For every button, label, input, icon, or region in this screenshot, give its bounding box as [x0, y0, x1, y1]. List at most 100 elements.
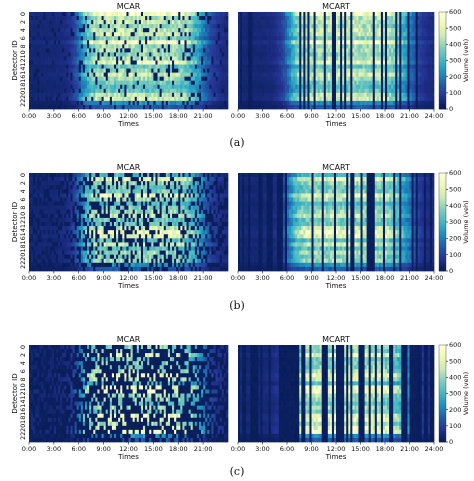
heatmap-cell [196, 52, 200, 57]
heatmap-cell [348, 52, 351, 57]
heatmap-cell [143, 88, 146, 94]
heatmap-cell [323, 32, 327, 37]
heatmap-cell [342, 24, 345, 29]
heatmap-cell [397, 80, 400, 86]
heatmap-cell [352, 88, 355, 94]
heatmap-cell [64, 173, 67, 178]
heatmap-cell [143, 52, 146, 57]
heatmap-cell [380, 32, 384, 37]
heatmap-cell [429, 92, 433, 98]
heatmap-cell [74, 80, 78, 86]
heatmap-cell [370, 20, 374, 25]
heatmap-cell [180, 104, 183, 110]
heatmap-cell [159, 48, 163, 53]
heatmap-cell [93, 84, 96, 90]
heatmap-cell [118, 52, 121, 57]
heatmap-cell [113, 84, 117, 90]
heatmap-cell [105, 177, 109, 182]
heatmap-cell [60, 68, 63, 73]
heatmap-cell [311, 104, 314, 110]
heatmap-cell [97, 68, 100, 73]
heatmap-cell [274, 88, 278, 94]
heatmap-cell [174, 16, 177, 21]
heatmap-cell [132, 48, 136, 53]
heatmap-cell [352, 24, 355, 29]
heatmap-cell [415, 48, 419, 53]
heatmap-cell [124, 92, 127, 98]
heatmap-cell [157, 76, 160, 82]
heatmap-cell [395, 56, 398, 61]
heatmap-cell [321, 76, 325, 82]
heatmap-cell [272, 60, 276, 65]
heatmap-cell [132, 12, 136, 17]
heatmap-cell [82, 24, 86, 29]
heatmap-cell [417, 24, 421, 29]
heatmap-cell [372, 56, 376, 61]
heatmap-cell [260, 72, 263, 78]
heatmap-cell [344, 56, 347, 61]
heatmap-cell [252, 32, 255, 37]
heatmap-cell [303, 60, 306, 65]
heatmap-cell [176, 44, 179, 49]
heatmap-cell [223, 32, 227, 37]
heatmap-cell [411, 52, 414, 57]
heatmap-cell [291, 32, 294, 37]
heatmap-cell [196, 40, 200, 45]
heatmap-cell [338, 24, 341, 29]
heatmap-cell [84, 72, 88, 78]
heatmap-cell [254, 100, 257, 106]
heatmap-cell [417, 96, 421, 102]
heatmap-cell [43, 64, 46, 69]
heatmap-cell [244, 96, 247, 102]
heatmap-cell [51, 68, 55, 73]
heatmap-cell [97, 92, 100, 98]
heatmap-cell [411, 16, 414, 21]
heatmap-cell [111, 44, 115, 49]
heatmap-cell [311, 40, 314, 45]
heatmap-cell [87, 40, 90, 45]
heatmap-cell [74, 36, 78, 41]
heatmap-cell [122, 12, 125, 17]
heatmap-cell [124, 80, 127, 86]
heatmap-cell [172, 20, 175, 25]
heatmap-cell [387, 52, 390, 57]
heatmap-cell [429, 32, 433, 37]
heatmap-cell [105, 104, 109, 110]
heatmap-cell [153, 92, 156, 98]
heatmap-cell [344, 28, 347, 33]
heatmap-cell [372, 76, 376, 82]
heatmap-cell [103, 40, 107, 45]
heatmap-cell [153, 88, 156, 94]
heatmap-cells [29, 173, 229, 272]
heatmap-cell [35, 56, 38, 61]
heatmap-cell [405, 76, 408, 82]
heatmap-cell [246, 48, 249, 53]
heatmap-cell [215, 76, 218, 82]
heatmap-cell [118, 173, 121, 178]
heatmap-cell [33, 177, 36, 182]
heatmap-cell [327, 80, 331, 86]
heatmap-cell [128, 56, 131, 61]
heatmap-cell [109, 96, 113, 102]
heatmap-cell [130, 24, 133, 29]
heatmap-cell [317, 76, 321, 82]
heatmap-cell [329, 88, 333, 94]
heatmap-cell [203, 40, 206, 45]
heatmap-cell [370, 104, 374, 110]
heatmap-cell [198, 68, 202, 73]
heatmap-cell [276, 104, 280, 110]
heatmap-cell [169, 36, 173, 41]
heatmap-cell [325, 48, 329, 53]
heatmap-cell [313, 80, 316, 86]
heatmap-cell [172, 60, 175, 65]
heatmap-cell [378, 40, 382, 45]
heatmap-cell [223, 100, 227, 106]
colorbar-tick-label: 300 [449, 57, 461, 65]
heatmap-cell [423, 12, 427, 17]
heatmap-cell [68, 181, 71, 186]
heatmap-cell [84, 177, 88, 182]
heatmap-cell [68, 72, 71, 78]
heatmap-cell [333, 100, 337, 106]
heatmap-cell [397, 96, 400, 102]
heatmap-cell [103, 48, 107, 53]
